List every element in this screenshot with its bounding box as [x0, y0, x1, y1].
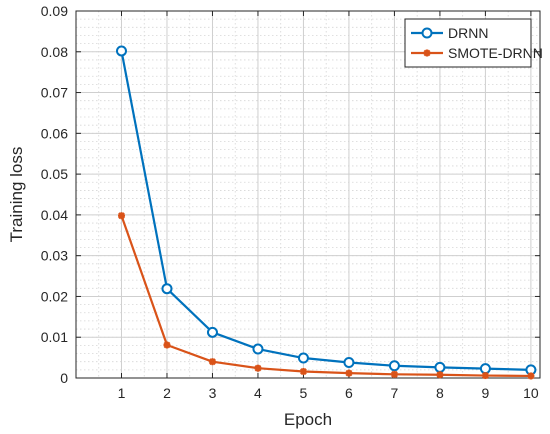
y-tick-label: 0: [60, 370, 68, 386]
marker-stroke: [163, 341, 171, 349]
series-layer: [115, 45, 537, 380]
data-point: [299, 367, 307, 375]
y-tick-label: 0.05: [41, 166, 68, 182]
x-tick-label: 5: [300, 385, 308, 401]
y-tick-label: 0.01: [41, 329, 68, 345]
data-point: [163, 341, 171, 349]
marker-stroke: [254, 364, 262, 372]
data-point: [252, 343, 264, 355]
x-tick-label: 3: [209, 385, 217, 401]
plot-frame: [75, 10, 541, 379]
data-point: [481, 372, 489, 380]
data-point: [388, 360, 400, 372]
data-point: [390, 370, 398, 378]
data-point: [436, 371, 444, 379]
y-tick-label: 0.03: [41, 248, 68, 264]
data-point: [117, 212, 125, 220]
data-point: [527, 372, 535, 380]
y-tick-label: 0.09: [41, 3, 68, 19]
series-line: [120, 215, 531, 378]
marker-stroke: [482, 372, 489, 379]
marker-stroke: [423, 49, 431, 57]
x-axis-label: Epoch: [284, 410, 332, 429]
data-point: [206, 326, 218, 338]
y-tick-label: 0.06: [41, 125, 68, 141]
data-point: [423, 49, 431, 57]
x-tick-label: 2: [163, 385, 171, 401]
y-tick-label: 0.04: [41, 207, 68, 223]
data-point: [254, 364, 262, 372]
y-axis: 0 0.01 0.02 0.03 0.04 0.05 0.06 0.07 0.08 0.09: [41, 3, 540, 386]
data-point: [421, 27, 433, 39]
x-tick-label: 8: [436, 385, 444, 401]
x-tick-label: 7: [391, 385, 399, 401]
data-point: [297, 352, 309, 364]
marker-stroke: [391, 370, 398, 378]
y-tick-label: 0.07: [41, 85, 68, 101]
y-tick-label: 0.08: [41, 44, 68, 60]
x-tick-label: 9: [482, 385, 490, 401]
data-point: [434, 361, 446, 373]
series-drnn: [115, 45, 537, 376]
legend-label: DRNN: [448, 25, 488, 41]
y-tick-label: 0.02: [41, 288, 68, 304]
data-point: [345, 369, 353, 377]
legend-label: SMOTE-DRNN: [448, 45, 543, 61]
marker-stroke: [345, 369, 353, 377]
series-line: [120, 50, 531, 371]
legend-box: [404, 18, 532, 68]
data-point: [208, 358, 216, 366]
marker-stroke: [436, 371, 444, 379]
x-tick-label: 4: [254, 385, 262, 401]
data-point: [479, 363, 491, 375]
data-point: [343, 357, 355, 369]
marker-stroke: [527, 372, 535, 380]
marker-stroke: [209, 358, 216, 366]
marker-stroke: [118, 212, 125, 220]
y-axis-label: Training loss: [7, 147, 26, 243]
x-tick-label: 10: [523, 385, 539, 401]
legend-item: DRNN: [411, 25, 488, 41]
series-smote-drnn: [117, 212, 535, 380]
marker-stroke: [300, 368, 307, 375]
data-point: [161, 283, 173, 295]
legend-item: SMOTE-DRNN: [411, 45, 543, 61]
data-point: [115, 45, 127, 57]
x-axis: 1 2 3 4 5 6 7 8 9 10: [118, 11, 539, 401]
legend: DRNN SMOTE-DRNN: [404, 18, 543, 68]
x-tick-label: 6: [345, 385, 353, 401]
x-tick-label: 1: [118, 385, 126, 401]
